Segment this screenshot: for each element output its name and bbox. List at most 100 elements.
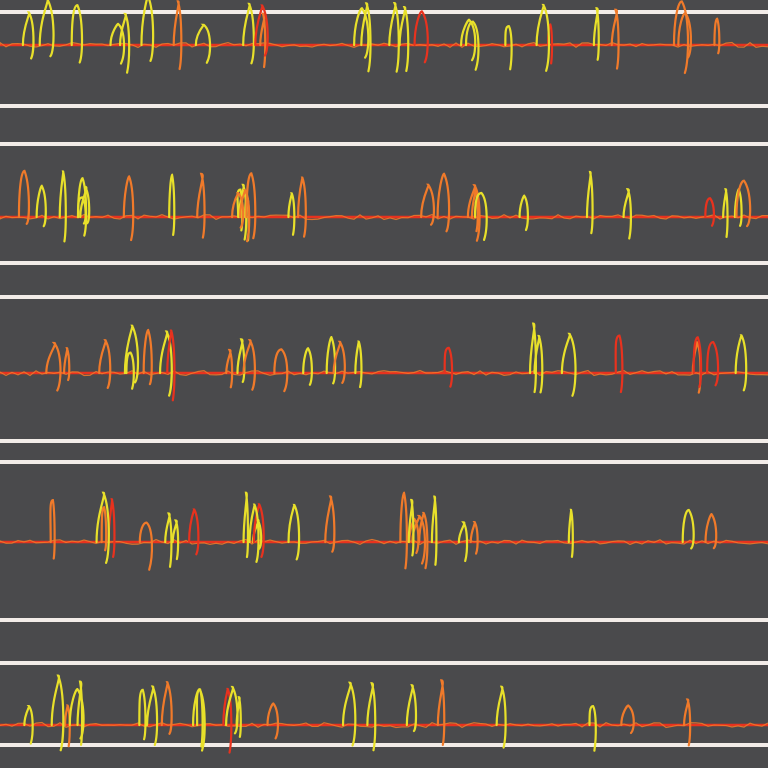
spike-trace [560, 332, 577, 397]
spike-trace [122, 175, 135, 242]
spike-trace [252, 503, 265, 558]
spike-trace [242, 339, 256, 391]
spike-trace [38, 0, 55, 58]
spike-trace [366, 682, 377, 752]
spike-trace [109, 22, 126, 65]
spike-trace [713, 17, 721, 55]
spike-trace [430, 495, 438, 566]
spike-trace [407, 498, 415, 557]
noise-trace [0, 721, 768, 729]
waveform-strip [0, 322, 768, 402]
spike-trace [191, 688, 206, 752]
spike-trace [76, 680, 84, 746]
spike-trace [620, 704, 635, 735]
spike-trace [418, 511, 429, 570]
spike-trace [242, 491, 250, 559]
spike-trace [123, 324, 140, 384]
spike-trace [706, 340, 720, 387]
spike-trace [388, 2, 400, 73]
spike-trace [166, 329, 176, 402]
spike-trace [164, 512, 173, 568]
spike-trace [145, 685, 159, 747]
spike-trace [408, 517, 420, 555]
spike-trace [324, 495, 336, 553]
spike-trace [266, 702, 279, 740]
spike-trace [17, 169, 30, 225]
spike-trace [239, 189, 251, 243]
spike-trace [225, 348, 234, 389]
waveform-strip [0, 0, 768, 75]
spike-trace [672, 0, 690, 75]
spike-trace [413, 10, 429, 64]
spike-trace [460, 18, 477, 62]
spike-trace [360, 2, 372, 73]
spike-trace [248, 503, 260, 563]
spike-trace [704, 197, 715, 227]
waveform-strip [0, 491, 768, 571]
spike-trace [50, 674, 65, 752]
spike-trace [495, 685, 507, 749]
spike-trace [70, 4, 84, 64]
spike-trace [125, 351, 135, 390]
spike-trace [23, 704, 34, 745]
spike-trace [100, 506, 108, 552]
spike-trace [188, 508, 200, 556]
spike-trace [704, 512, 718, 550]
spike-trace [171, 519, 180, 561]
spike-trace [194, 23, 212, 64]
spike-trace [614, 334, 624, 394]
spike-trace [98, 339, 112, 389]
spike-trace [692, 336, 703, 388]
spike-trace [138, 688, 147, 741]
spike-trace [259, 12, 267, 69]
spike-trace [172, 0, 183, 71]
spike-trace [420, 183, 435, 226]
spike-trace [677, 11, 692, 59]
spike-trace [398, 5, 410, 73]
spike-trace [535, 3, 551, 72]
spike-trace [585, 170, 594, 235]
spike-trace [622, 188, 632, 240]
waveform-strip [0, 169, 768, 243]
spike-trace [473, 191, 488, 241]
spike-trace [58, 170, 67, 243]
spike-trace [353, 7, 370, 59]
spike-trace [230, 191, 245, 229]
spike-trace [588, 704, 597, 752]
spike-trace [325, 335, 337, 385]
spike-trace [63, 347, 71, 382]
spike-trace [138, 521, 153, 571]
spike-trace [464, 20, 480, 71]
spike-trace [682, 698, 692, 747]
spike-trace [341, 681, 357, 747]
spike-trace [567, 508, 574, 558]
spike-trace [63, 704, 71, 748]
spike-trace [470, 189, 479, 233]
spike-trace [734, 333, 748, 392]
spike-trace [443, 346, 454, 388]
noise-trace [0, 369, 768, 377]
waveform-strip [0, 674, 768, 754]
spike-trace [224, 685, 239, 735]
spike-trace [354, 340, 363, 389]
spike-trace [735, 179, 752, 228]
spike-trace [399, 491, 408, 570]
spike-trace [242, 2, 255, 65]
spike-trace [436, 172, 451, 233]
spike-trace [222, 687, 233, 754]
noise-trace [0, 538, 768, 546]
spike-trace [76, 177, 88, 237]
divider-lines [0, 10, 768, 747]
spike-trace [254, 4, 269, 57]
spike-trace [466, 184, 481, 242]
spike-trace [21, 11, 35, 60]
spike-trace [168, 173, 176, 237]
spike-trace [273, 348, 289, 393]
spike-trace [196, 172, 206, 239]
spike-trace [140, 0, 155, 62]
spike-trace [681, 508, 695, 550]
spike-trace [469, 520, 479, 555]
